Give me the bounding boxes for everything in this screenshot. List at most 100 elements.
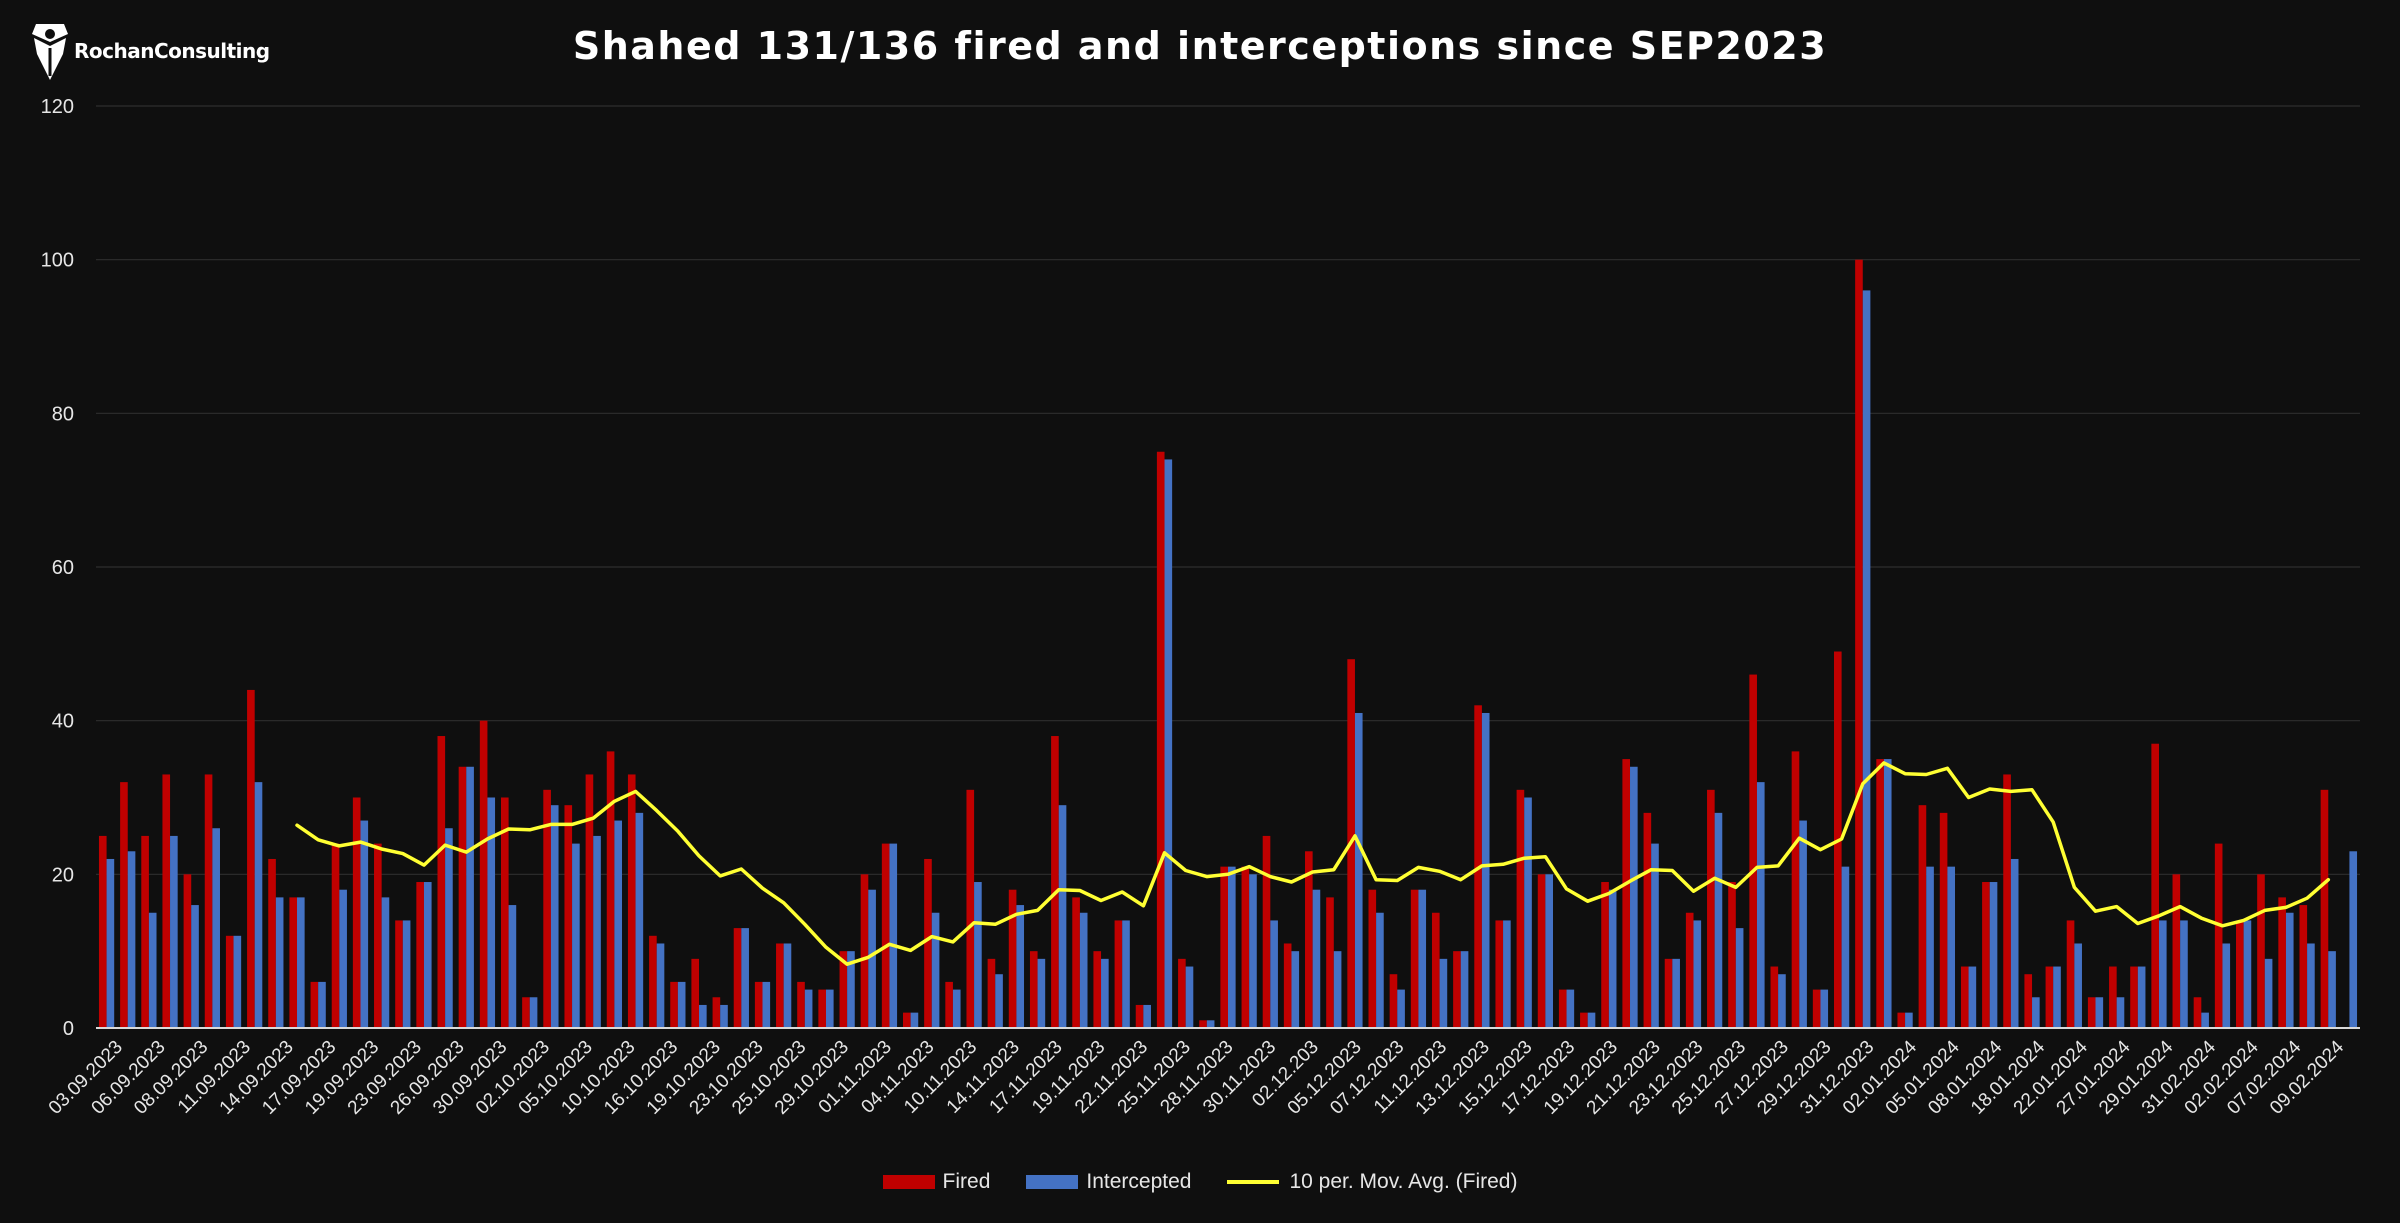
bar-fired — [1262, 835, 1271, 1028]
bar-fired — [924, 858, 932, 1028]
bar-intercepted — [1968, 966, 1977, 1028]
bar-fired — [458, 766, 467, 1028]
bar-intercepted — [1228, 866, 1236, 1028]
bar-fired — [987, 958, 996, 1028]
bar-intercepted — [1672, 958, 1680, 1028]
bar-fired — [776, 943, 784, 1028]
bar-fired — [2278, 897, 2286, 1028]
bar-fired — [1283, 943, 1292, 1028]
legend-label-moving-average: 10 per. Mov. Avg. (Fired) — [1289, 1170, 1518, 1193]
bar-fired — [1855, 259, 1863, 1029]
bar-fired — [522, 997, 530, 1028]
bar-fired — [1791, 751, 1800, 1028]
bar-intercepted — [212, 828, 220, 1028]
bar-intercepted — [1164, 459, 1173, 1028]
bar-fired — [860, 874, 869, 1028]
bar-fired — [564, 805, 573, 1028]
bar-fired — [331, 843, 340, 1028]
bar-fired — [2214, 843, 2223, 1028]
bar-fired — [1982, 882, 1990, 1028]
bar-intercepted — [2307, 943, 2315, 1028]
bar-intercepted — [1545, 874, 1554, 1028]
bar-fired — [1008, 889, 1017, 1028]
bar-intercepted — [825, 989, 834, 1028]
bar-intercepted — [1566, 989, 1575, 1028]
y-tick-label: 80 — [52, 403, 74, 425]
bar-intercepted — [1630, 766, 1638, 1028]
bar-fired — [162, 774, 171, 1028]
bar-intercepted — [170, 835, 178, 1028]
bar-intercepted — [1206, 1020, 1215, 1028]
bars — [98, 259, 2358, 1029]
bar-intercepted — [656, 943, 665, 1028]
bar-intercepted — [254, 782, 263, 1028]
bar-intercepted — [1249, 874, 1257, 1028]
bar-fired — [585, 774, 594, 1028]
bar-intercepted — [1079, 912, 1088, 1028]
bar-fired — [1622, 759, 1631, 1028]
legend-label-intercepted: Intercepted — [1086, 1170, 1192, 1193]
bar-fired — [395, 920, 403, 1028]
bar-fired — [2130, 966, 2138, 1028]
bar-intercepted — [1651, 843, 1659, 1028]
bar-intercepted — [2264, 958, 2273, 1028]
bar-intercepted — [233, 935, 242, 1028]
legend-item-moving-average: 10 per. Mov. Avg. (Fired) — [1227, 1170, 1517, 1194]
bar-fired — [818, 989, 826, 1028]
bar-intercepted — [1016, 905, 1025, 1028]
bar-intercepted — [1333, 951, 1342, 1028]
bar-fired — [712, 997, 721, 1028]
bar-intercepted — [1756, 782, 1765, 1028]
bar-fired — [1770, 966, 1779, 1028]
bar-intercepted — [318, 981, 326, 1028]
bar-intercepted — [593, 835, 601, 1028]
bar-intercepted — [635, 812, 644, 1028]
bar-fired — [1812, 989, 1821, 1028]
bar-intercepted — [487, 797, 496, 1028]
bar-fired — [966, 789, 975, 1028]
bar-fired — [606, 751, 615, 1028]
bar-fired — [2257, 874, 2265, 1028]
bar-intercepted — [1058, 805, 1067, 1028]
bar-intercepted — [1185, 966, 1194, 1028]
bar-intercepted — [2222, 943, 2231, 1028]
bar-fired — [437, 736, 446, 1028]
bar-intercepted — [614, 820, 623, 1028]
bar-fired — [881, 843, 890, 1028]
bar-fired — [183, 874, 192, 1028]
bar-fired — [1749, 674, 1757, 1028]
bar-fired — [1156, 451, 1165, 1028]
y-tick-label: 120 — [41, 96, 74, 118]
bar-intercepted — [297, 897, 305, 1028]
legend-item-intercepted: Intercepted — [1026, 1170, 1191, 1194]
bar-intercepted — [804, 989, 813, 1028]
bar-intercepted — [1587, 1012, 1596, 1028]
bar-fired — [2024, 974, 2033, 1028]
bar-fired — [1368, 889, 1377, 1028]
bar-intercepted — [868, 889, 876, 1028]
bar-intercepted — [2349, 851, 2358, 1028]
bar-intercepted — [1291, 951, 1300, 1028]
bar-intercepted — [1714, 812, 1723, 1028]
bar-fired — [1643, 812, 1652, 1028]
bar-fired — [225, 935, 234, 1028]
bar-intercepted — [677, 981, 686, 1028]
bar-fired — [1558, 989, 1567, 1028]
bar-fired — [1453, 951, 1461, 1028]
bar-fired — [1580, 1012, 1588, 1028]
bar-intercepted — [931, 912, 940, 1028]
bar-intercepted — [508, 905, 517, 1028]
legend-swatch-intercepted — [1026, 1175, 1079, 1189]
bar-fired — [98, 835, 107, 1028]
bar-fired — [1707, 789, 1715, 1028]
bar-fired — [627, 774, 636, 1028]
bar-fired — [120, 782, 128, 1028]
y-tick-label: 60 — [52, 557, 74, 579]
bar-fired — [1537, 874, 1546, 1028]
bar-intercepted — [1418, 889, 1427, 1028]
bar-fired — [1876, 759, 1884, 1028]
bar-intercepted — [2328, 951, 2336, 1028]
bar-fired — [1495, 920, 1504, 1028]
bar-intercepted — [339, 889, 347, 1028]
